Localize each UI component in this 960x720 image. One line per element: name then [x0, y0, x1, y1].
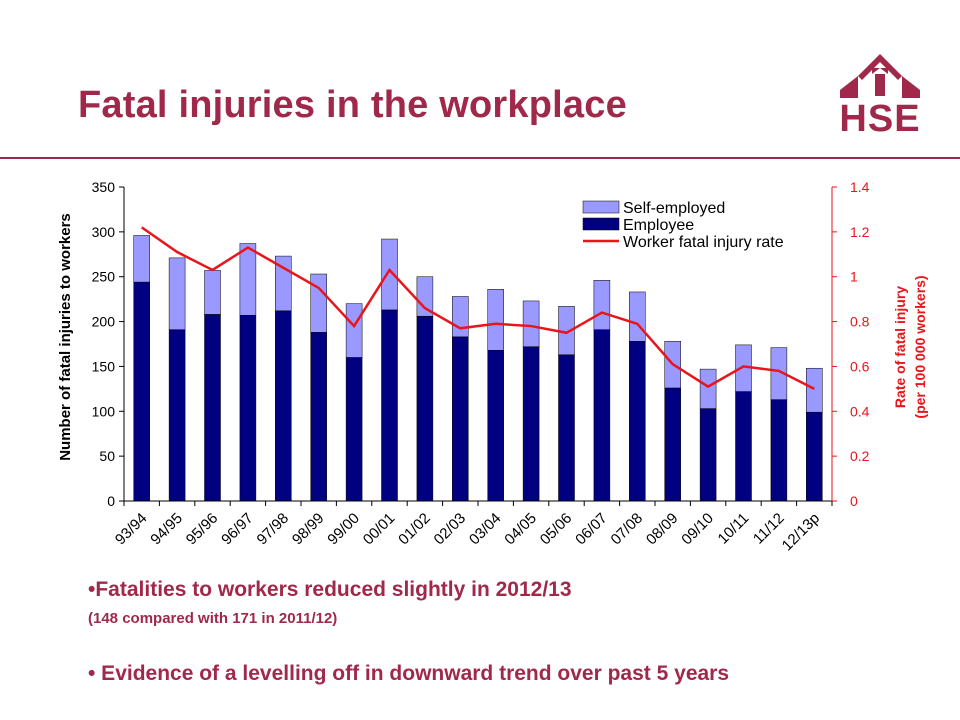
x-tick-label-06/07: 06/07: [572, 510, 611, 549]
bar-employee-08/09: [664, 387, 681, 502]
y-tick-label-0: 0: [107, 493, 115, 509]
y2-tick-label-0.6: 0.6: [850, 358, 870, 374]
bar-employee-06/07: [593, 329, 611, 502]
bar-self-employed-07/08: [629, 291, 646, 342]
bar-employee-99/00: [345, 357, 363, 502]
x-tick-label-04/05: 04/05: [501, 510, 540, 549]
legend-label-2: Worker fatal injury rate: [623, 234, 784, 251]
x-tick-label-10/11: 10/11: [715, 510, 753, 548]
x-tick-label-08/09: 08/09: [643, 510, 682, 549]
bar-self-employed-09/10: [699, 368, 717, 409]
bar-employee-11/12: [770, 399, 788, 502]
x-tick-label-05/06: 05/06: [537, 510, 576, 549]
bar-employee-07/08: [629, 341, 646, 502]
y2-tick-label-1.2: 1.2: [850, 224, 870, 240]
x-tick-label-93/94: 93/94: [112, 510, 151, 549]
y-tick-label-350: 350: [92, 179, 116, 195]
y2-tick-label-0: 0: [850, 493, 858, 509]
bar-self-employed-06/07: [593, 280, 611, 330]
bar-self-employed-02/03: [452, 296, 469, 338]
bar-self-employed-93/94: [133, 235, 150, 283]
x-tick-label-01/02: 01/02: [395, 510, 434, 549]
x-tick-label-95/96: 95/96: [183, 510, 222, 549]
y2-axis-label-line2: (per 100 000 workers): [912, 275, 928, 418]
bar-self-employed-96/97: [239, 243, 257, 316]
legend-label-0: Self-employed: [623, 200, 725, 217]
bar-employee-00/01: [381, 309, 398, 502]
x-tick-label-07/08: 07/08: [608, 510, 647, 549]
x-tick-label-96/97: 96/97: [218, 510, 257, 549]
bar-employee-05/06: [558, 354, 575, 502]
x-tick-label-00/01: 00/01: [360, 510, 399, 549]
bar-employee-96/97: [239, 315, 257, 502]
y2-tick-label-1: 1: [850, 269, 858, 285]
x-tick-label-98/99: 98/99: [289, 510, 328, 549]
page-title: Fatal injuries in the workplace: [78, 84, 627, 126]
bar-employee-12/13p: [806, 411, 823, 502]
bar-employee-02/03: [452, 336, 469, 502]
bar-employee-04/05: [522, 346, 540, 502]
legend-swatch-employee: [582, 217, 620, 231]
fatal-injuries-chart: 0 50 100 150 200 250 300 350 0 0.2 0.4 0.6 0.8 1 1.2 1.…: [57, 179, 928, 554]
y-axis-label: Number of fatal injuries to workers: [57, 213, 74, 461]
y2-tick-label-0.8: 0.8: [850, 314, 870, 330]
line-worker-fatal-injury-rate: [140, 226, 815, 390]
hse-logo-icon: [840, 54, 920, 98]
x-tick-label-97/98: 97/98: [254, 510, 293, 549]
legend-swatch-self-employed: [582, 200, 620, 214]
bar-employee-01/02: [416, 315, 434, 502]
bar-self-employed-12/13p: [806, 367, 823, 413]
x-tick-label-02/03: 02/03: [431, 510, 470, 549]
bar-self-employed-99/00: [345, 303, 363, 358]
bar-self-employed-00/01: [381, 238, 398, 311]
bar-self-employed-01/02: [416, 276, 434, 317]
x-tick-label-99/00: 99/00: [324, 510, 363, 549]
hse-logo-text: HSE: [839, 98, 921, 140]
bar-employee-94/95: [168, 329, 186, 502]
header-divider: [0, 157, 960, 159]
y-tick-label-150: 150: [92, 358, 116, 374]
y2-tick-label-1.4: 1.4: [850, 179, 870, 195]
x-tick-label-94/95: 94/95: [147, 510, 186, 549]
plot-area: 0 50 100 150 200 250 300 350 0 0.2 0.4 0.6 0.8 1 1.2 1.…: [92, 179, 870, 554]
legend-label-1: Employee: [623, 217, 694, 234]
y-tick-label-300: 300: [92, 224, 116, 240]
bar-self-employed-95/96: [204, 270, 221, 315]
y2-axis-label-line1: Rate of fatal injury: [892, 286, 908, 408]
y-tick-label-200: 200: [92, 314, 116, 330]
bar-employee-95/96: [204, 314, 221, 502]
bar-self-employed-94/95: [168, 257, 186, 330]
bullet-comparison-note: (148 compared with 171 in 2011/12): [88, 610, 338, 627]
bar-employee-98/99: [310, 332, 327, 502]
x-tick-label-09/10: 09/10: [678, 510, 717, 549]
y-tick-label-50: 50: [99, 448, 115, 464]
bar-employee-03/04: [487, 350, 504, 502]
bar-self-employed-04/05: [522, 300, 540, 347]
bullet-fatalities-reduced: •Fatalities to workers reduced slightly …: [88, 578, 572, 601]
y2-tick-label-0.2: 0.2: [850, 448, 870, 464]
bar-self-employed-98/99: [310, 273, 327, 333]
y2-tick-label-0.4: 0.4: [850, 403, 870, 419]
bullet-levelling-off: • Evidence of a levelling off in downwar…: [88, 662, 730, 685]
bar-employee-97/98: [275, 310, 292, 502]
bar-self-employed-03/04: [487, 289, 504, 351]
bar-employee-09/10: [699, 408, 717, 502]
y-tick-label-100: 100: [92, 403, 116, 419]
x-tick-label-03/04: 03/04: [466, 510, 505, 549]
bar-employee-10/11: [735, 391, 752, 502]
y-tick-label-250: 250: [92, 269, 116, 285]
x-tick-label-12/13p: 12/13p: [779, 510, 823, 554]
bar-employee-93/94: [133, 281, 150, 502]
